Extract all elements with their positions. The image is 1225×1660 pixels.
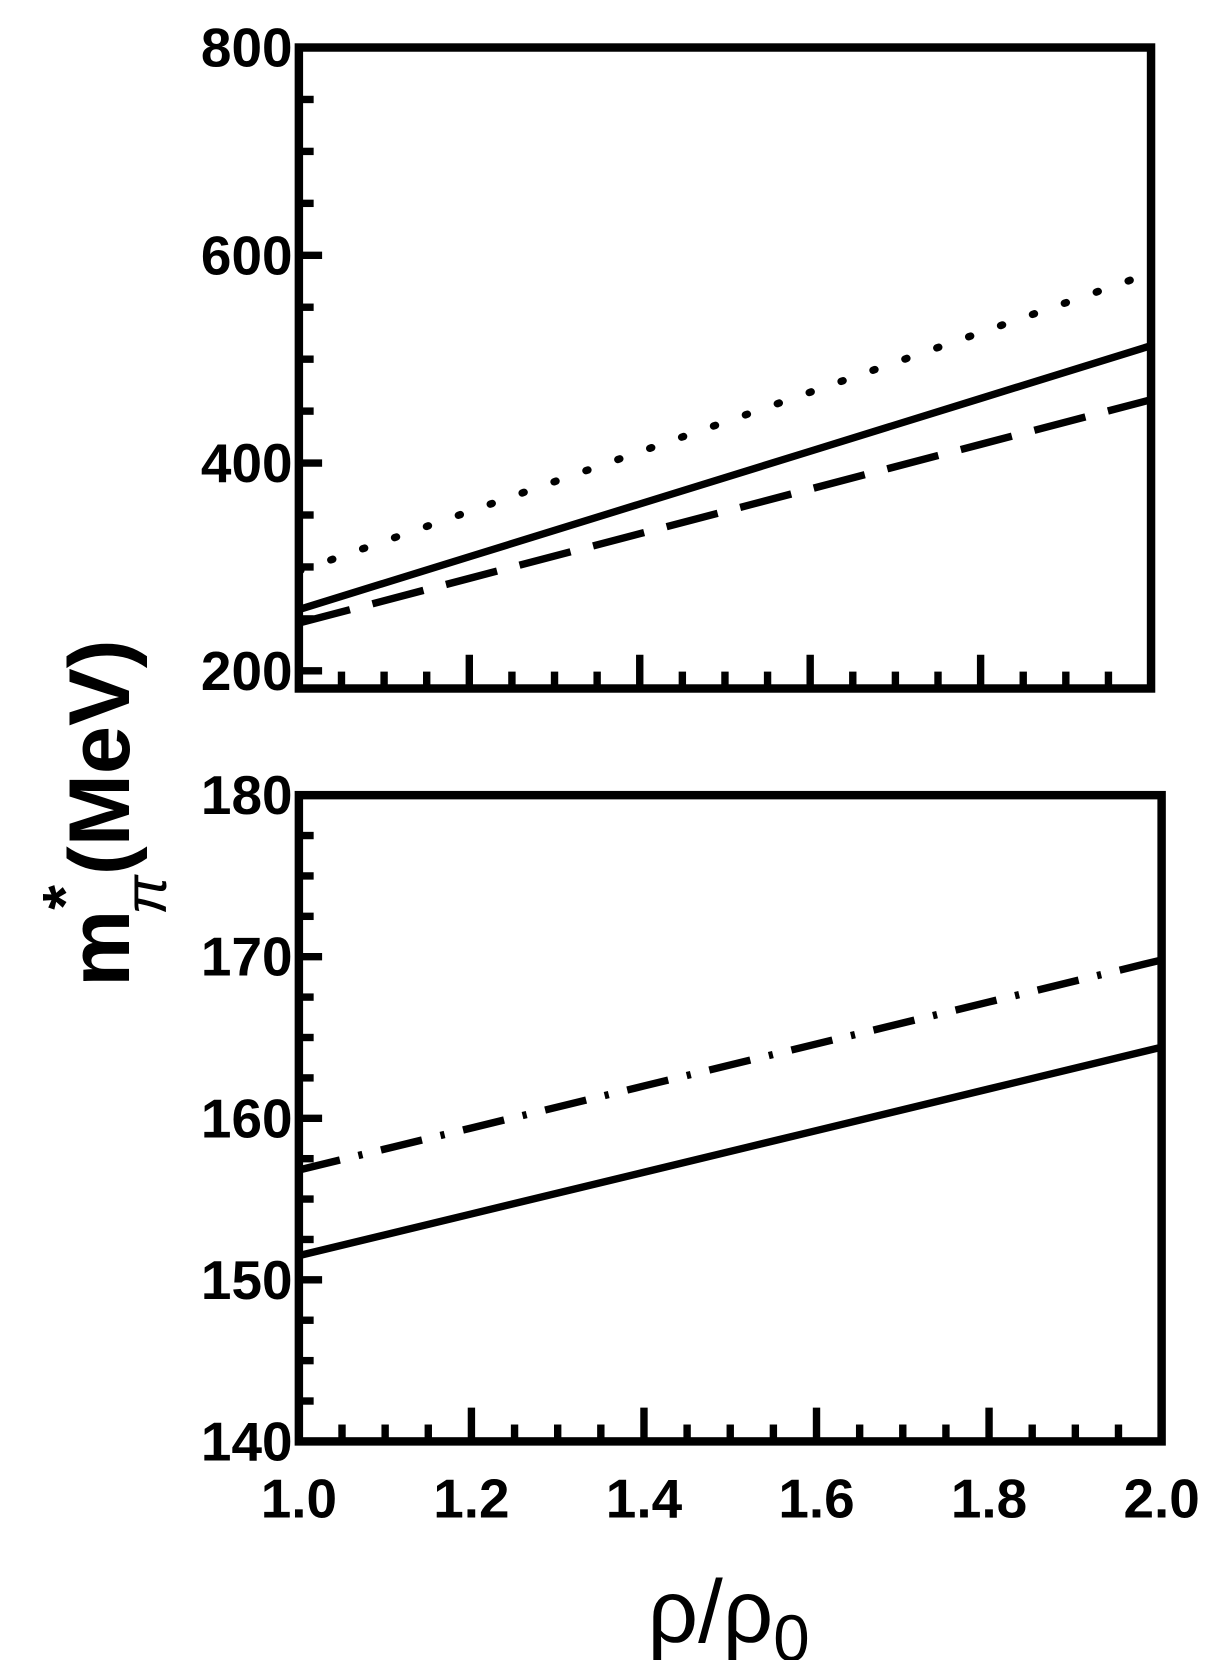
y-tick-label: 140 (201, 1410, 293, 1472)
x-axis-label: ρ/ρ0 (648, 1562, 810, 1660)
x-tick-label: 1.0 (261, 1467, 337, 1529)
plot-frame (294, 790, 1166, 1446)
data-line (298, 1043, 1163, 1260)
x-tick-label: 1.6 (778, 1467, 854, 1529)
y-tick-label: 150 (201, 1249, 293, 1311)
data-line (295, 269, 1155, 575)
x-tick-label: 2.0 (1123, 1467, 1199, 1529)
y-tick-label: 170 (201, 926, 293, 988)
y-tick-label: 600 (201, 224, 293, 286)
y-label-unit: (MeV) (52, 639, 148, 875)
y-tick-label: 160 (201, 1087, 293, 1149)
x-tick-label: 1.2 (433, 1467, 509, 1529)
x-label-base: ρ/ρ (648, 1562, 774, 1660)
y-tick-label: 400 (201, 432, 293, 494)
plot-frame (294, 43, 1156, 693)
data-line (297, 396, 1152, 627)
y-axis-label: m* π(MeV) (31, 639, 179, 986)
y-tick-label: 200 (201, 640, 293, 702)
x-tick-label: 1.4 (606, 1467, 683, 1529)
data-line (297, 342, 1153, 614)
x-label-subscript: 0 (773, 1602, 809, 1660)
x-tick-label: 1.8 (951, 1467, 1027, 1529)
y-tick-label: 180 (201, 764, 293, 826)
data-line (297, 956, 1163, 1174)
y-tick-label: 800 (201, 17, 293, 79)
y-label-superscript: * (31, 885, 101, 910)
y-label-subscript: π (112, 874, 179, 915)
y-label-base: m (52, 910, 148, 987)
